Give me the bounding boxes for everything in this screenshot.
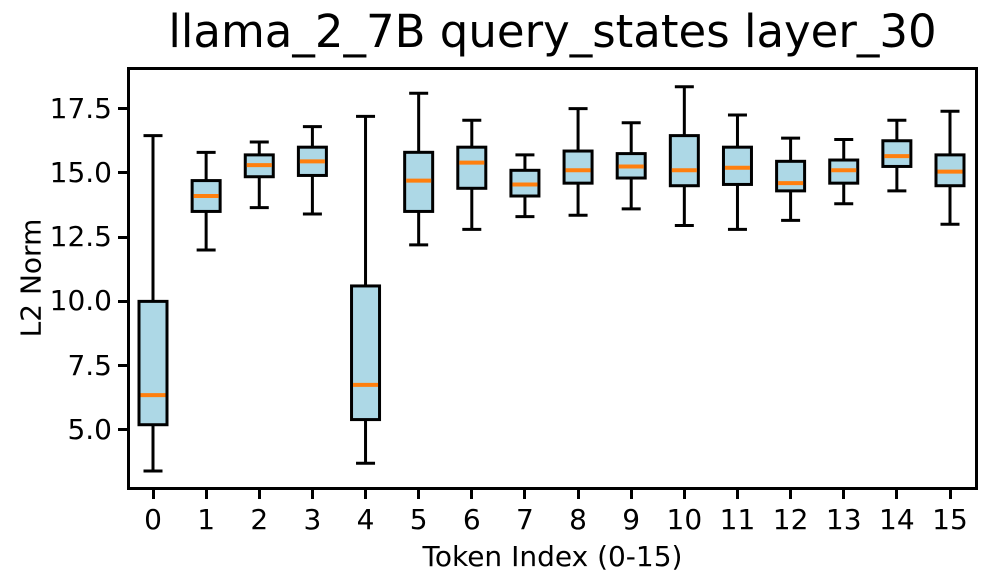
y-tick-label: 10.0 — [49, 284, 112, 318]
x-tick-label: 4 — [356, 503, 375, 536]
x-tick-mark — [417, 490, 421, 499]
x-tick-mark — [151, 490, 155, 499]
x-tick-mark — [523, 490, 527, 499]
chart-title: llama_2_7B query_states layer_30 — [168, 5, 937, 58]
x-tick-mark — [470, 490, 474, 499]
plot-frame — [127, 67, 978, 490]
box-token-9 — [615, 121, 647, 211]
box-iqr-rect — [350, 284, 382, 422]
y-tick-mark — [118, 428, 127, 432]
box-iqr-rect — [881, 139, 913, 168]
x-tick-label: 3 — [303, 503, 322, 536]
box-iqr-rect — [562, 149, 594, 185]
y-tick-label: 7.5 — [67, 348, 112, 382]
x-tick-mark — [310, 490, 314, 499]
box-token-8 — [562, 107, 594, 217]
x-tick-label: 15 — [932, 503, 968, 536]
y-tick-label: 12.5 — [49, 220, 112, 254]
x-tick-label: 13 — [825, 503, 862, 536]
y-tick-mark — [118, 171, 127, 175]
x-tick-label: 14 — [879, 503, 915, 536]
x-axis-label: Token Index (0-15) — [422, 540, 683, 573]
box-token-6 — [456, 118, 488, 231]
x-tick-mark — [629, 490, 633, 499]
box-token-10 — [668, 85, 700, 228]
x-tick-mark — [735, 490, 739, 499]
box-token-1 — [190, 150, 222, 252]
x-tick-label: 2 — [250, 503, 269, 536]
x-tick-mark — [948, 490, 952, 499]
box-token-13 — [828, 137, 860, 206]
x-tick-label: 6 — [462, 503, 481, 536]
box-iqr-rect — [137, 299, 169, 427]
x-tick-label: 11 — [719, 503, 756, 536]
box-token-2 — [243, 140, 275, 210]
box-token-7 — [509, 153, 541, 219]
box-iqr-rect — [775, 159, 807, 193]
x-tick-label: 12 — [772, 503, 809, 536]
box-token-11 — [721, 113, 753, 231]
x-tick-mark — [895, 490, 899, 499]
x-tick-label: 0 — [144, 503, 162, 536]
plot-area — [127, 67, 978, 490]
y-tick-mark — [118, 364, 127, 368]
x-tick-label: 5 — [409, 503, 428, 536]
box-token-3 — [296, 125, 328, 216]
y-tick-label: 15.0 — [49, 155, 112, 189]
x-tick-mark — [364, 490, 368, 499]
box-token-12 — [775, 136, 807, 222]
x-tick-mark — [576, 490, 580, 499]
x-tick-label: 8 — [569, 503, 587, 536]
y-tick-label: 5.0 — [67, 412, 112, 446]
y-tick-mark — [118, 299, 127, 303]
box-token-15 — [934, 109, 966, 226]
box-token-4 — [350, 114, 382, 465]
y-tick-mark — [118, 107, 127, 111]
x-tick-label: 7 — [516, 503, 534, 536]
box-iqr-rect — [456, 145, 488, 190]
x-tick-label: 10 — [666, 503, 703, 536]
box-token-0 — [137, 134, 169, 473]
y-tick-label: 17.5 — [49, 91, 112, 125]
box-iqr-rect — [668, 134, 700, 188]
x-tick-mark — [682, 490, 686, 499]
x-tick-mark — [789, 490, 793, 499]
x-tick-mark — [204, 490, 208, 499]
box-token-5 — [403, 91, 435, 247]
box-token-14 — [881, 118, 913, 193]
x-tick-label: 1 — [197, 503, 216, 536]
x-tick-mark — [257, 490, 261, 499]
y-tick-mark — [118, 235, 127, 239]
x-tick-label: 9 — [622, 503, 641, 536]
x-tick-mark — [842, 490, 846, 499]
